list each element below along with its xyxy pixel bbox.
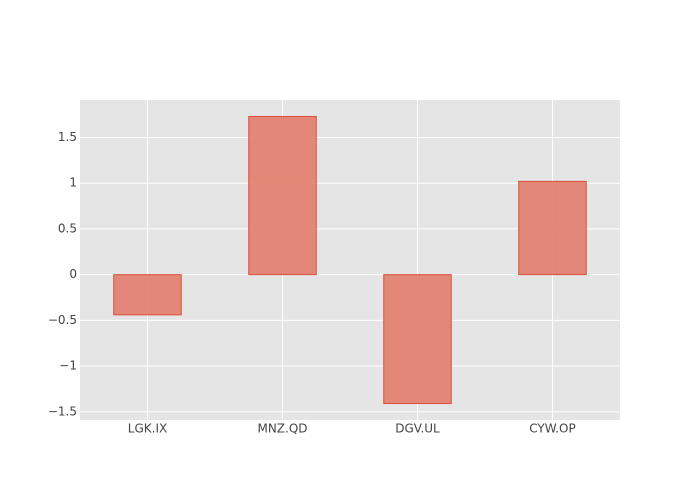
y-tick-label: −0.5: [48, 313, 77, 327]
x-tick-label: CYW.OP: [529, 422, 575, 436]
x-tick-label: LGK.IX: [128, 422, 167, 436]
bar: [518, 180, 587, 276]
y-tick-label: 1.5: [58, 130, 77, 144]
bar: [248, 115, 317, 276]
x-tick-label: DGV.UL: [395, 422, 440, 436]
bar: [383, 274, 452, 405]
x-tick-label: MNZ.QD: [257, 422, 307, 436]
bar: [113, 274, 182, 316]
y-tick-label: −1.5: [48, 404, 77, 418]
y-tick-label: 1: [69, 176, 77, 190]
y-tick-label: 0.5: [58, 221, 77, 235]
y-tick-label: 0: [69, 267, 77, 281]
y-tick-label: −1: [59, 359, 77, 373]
